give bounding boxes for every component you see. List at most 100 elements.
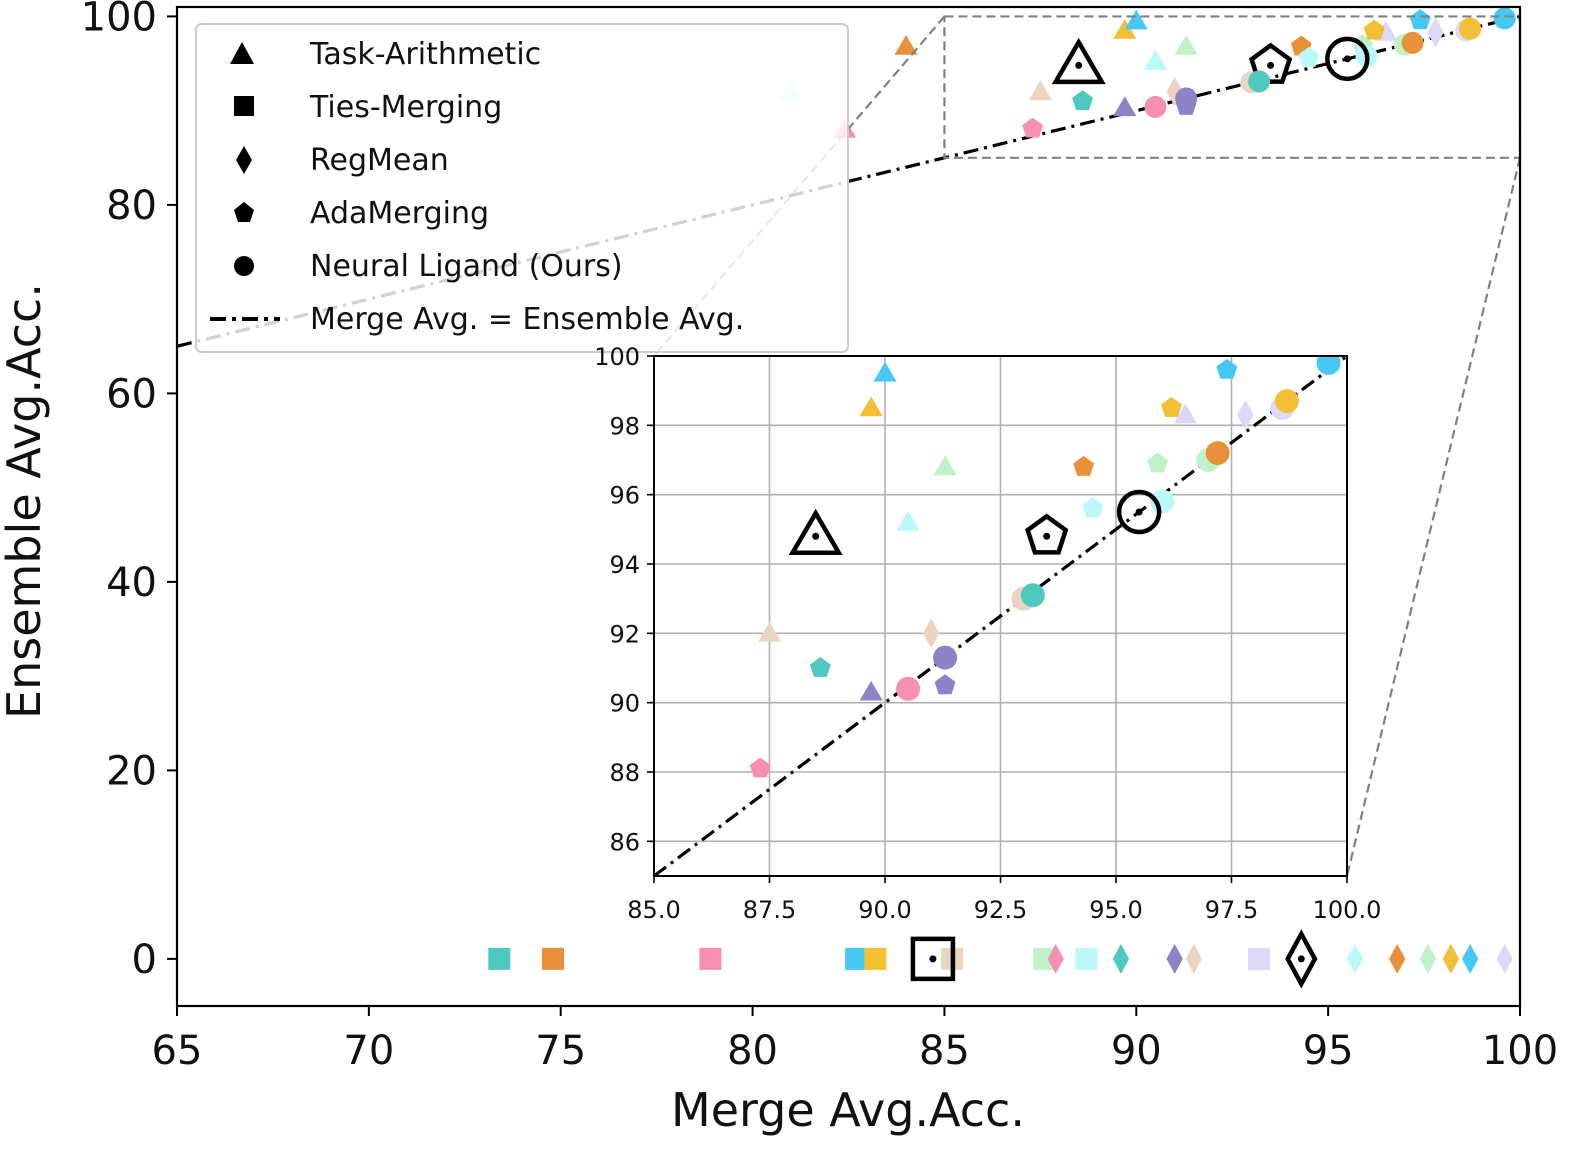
- inset-x-tick-label: 85.0: [627, 896, 680, 924]
- x-tick-label: 70: [343, 1028, 394, 1074]
- data-point-circle: [1175, 87, 1198, 110]
- data-point-diamond: [1496, 943, 1513, 974]
- legend-marker-pentagon: [234, 202, 254, 222]
- data-point-diamond: [1462, 943, 1479, 974]
- inset-data-point-circle: [1150, 489, 1175, 514]
- inset-data-point-triangle: [758, 621, 781, 642]
- average-marker-triangle: [1051, 37, 1106, 85]
- inset-data-point-circle: [1205, 441, 1230, 466]
- y-tick-label: 40: [106, 560, 157, 606]
- average-center-dot: [1075, 61, 1083, 69]
- data-point-square: [845, 947, 868, 970]
- legend: Task-Arithmetic Ties-Merging RegMean Ada…: [195, 23, 849, 353]
- legend-marker-square: [234, 96, 254, 116]
- inset-data: [654, 356, 1347, 876]
- inset-data-point-triangle: [896, 510, 920, 531]
- inset-data-point-pentagon: [1082, 497, 1104, 518]
- data-point-square: [1033, 947, 1056, 970]
- inset-average-center-dot: [812, 532, 820, 540]
- data-point-square: [864, 947, 887, 970]
- average-center-dot: [1267, 61, 1275, 69]
- data-point-diamond: [1442, 943, 1460, 974]
- data-point-square: [699, 947, 722, 970]
- legend-label-neural-ligand: Neural Ligand (Ours): [310, 249, 623, 284]
- main-axes-border: [175, 5, 1522, 1008]
- x-tick-label: 80: [727, 1028, 778, 1074]
- x-tick-label: 95: [1303, 1028, 1354, 1074]
- inset-data-point-pentagon: [1161, 397, 1182, 417]
- data-point-triangle: [1174, 35, 1198, 55]
- inset-data-point-pentagon: [809, 657, 831, 677]
- legend-label-reference-line: Merge Avg. = Ensemble Avg.: [310, 302, 744, 337]
- data-point-square: [1075, 947, 1098, 970]
- inset-y-tick-label: 86: [609, 828, 640, 856]
- inset-data-point-pentagon: [1216, 358, 1238, 379]
- inset-data-point-pentagon: [1147, 452, 1168, 473]
- x-tick-label: 90: [1111, 1028, 1162, 1074]
- data-point-pentagon: [1072, 90, 1093, 111]
- inset-y-tick-label: 98: [609, 412, 640, 440]
- inset-plot: 85.0 87.5 90.0 92.5 95.0 97.5 100.0 86 88 90 92 94 9…: [594, 343, 1381, 924]
- data-point-square: [488, 947, 511, 970]
- inset-data-point-diamond: [923, 618, 940, 649]
- data-point-circle: [1401, 31, 1424, 54]
- average-marker-diamond: [1285, 929, 1318, 989]
- reference-line-inset: [654, 356, 1347, 876]
- inset-data-point-diamond: [1237, 399, 1254, 430]
- data-point-diamond: [1166, 943, 1183, 974]
- data-point-circle: [1248, 70, 1271, 93]
- data-point-diamond: [1047, 943, 1064, 974]
- inset-data-point-pentagon: [934, 674, 956, 695]
- legend-box: [195, 23, 849, 353]
- data-point-diamond: [1389, 943, 1406, 974]
- inset-data-point-triangle: [859, 680, 883, 701]
- axis-labels: Merge Avg.Acc. Ensemble Avg.Acc.: [0, 283, 1025, 1137]
- inset-data-point-pentagon: [749, 757, 771, 778]
- inset-x-tick-label: 97.5: [1205, 896, 1258, 924]
- average-marker-pentagon: [1248, 42, 1293, 84]
- y-tick-label: 80: [106, 183, 157, 229]
- inset-y-tick-label: 100: [594, 343, 640, 371]
- x-tick-label: 75: [535, 1028, 586, 1074]
- data-point-triangle: [1028, 80, 1052, 101]
- legend-marker-triangle: [230, 42, 254, 64]
- inset-x-tick-label: 95.0: [1089, 896, 1142, 924]
- main-axes-frame: 65 70 75 80 85 90 95 100 0 20 40 60 80 100: [81, 0, 1559, 1074]
- inset-frame: [653, 355, 1348, 877]
- legend-label-task-arithmetic: Task-Arithmetic: [309, 37, 541, 72]
- data-point-diamond: [1185, 943, 1202, 974]
- data-point-triangle: [1113, 19, 1137, 39]
- zoom-connector-right: [1345, 157, 1522, 877]
- data-point-triangle: [894, 35, 918, 55]
- inset-data-point-triangle: [1173, 403, 1197, 424]
- inset-x-tick-label: 90.0: [858, 896, 911, 924]
- inset-average-center-dot: [1135, 508, 1143, 516]
- data-point-pentagon: [1298, 46, 1320, 67]
- data-point-triangle: [1143, 50, 1167, 70]
- data-point-diamond: [1427, 17, 1444, 48]
- inset-y-tick-label: 94: [609, 551, 640, 579]
- inset-y-tick-label: 96: [609, 482, 640, 510]
- legend-marker-diamond: [236, 146, 252, 174]
- inset-x-tick-label: 92.5: [974, 896, 1027, 924]
- inset-average-marker-triangle: [788, 508, 843, 556]
- legend-marker-circle: [234, 256, 254, 276]
- legend-label-regmean: RegMean: [310, 143, 449, 178]
- data-point-diamond: [1346, 943, 1364, 974]
- average-marker-square: [910, 936, 956, 982]
- inset-data-point-circle: [896, 676, 921, 701]
- data-point-circle: [1144, 95, 1167, 118]
- inset-data-point-pentagon: [1073, 455, 1095, 476]
- data-point-triangle: [1113, 96, 1137, 117]
- data-point-diamond: [1419, 943, 1437, 974]
- x-tick-label: 85: [919, 1028, 970, 1074]
- inset-data-point-triangle: [933, 455, 957, 476]
- data-point-pentagon: [1409, 9, 1431, 30]
- average-center-dot: [1343, 55, 1351, 63]
- y-axis-label: Ensemble Avg.Acc.: [0, 283, 51, 719]
- inset-data-point-circle: [933, 645, 958, 670]
- y-tick-label: 60: [106, 371, 157, 417]
- data-point-pentagon: [1363, 19, 1385, 40]
- inset-average-marker-circle: [1116, 489, 1162, 535]
